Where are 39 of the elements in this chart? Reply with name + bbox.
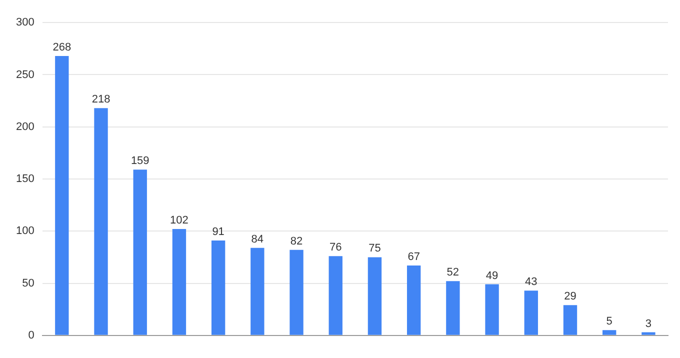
data-label: 91 [212, 226, 224, 238]
data-label: 5 [606, 316, 612, 328]
y-tick-label: 150 [16, 173, 34, 186]
data-label: 82 [290, 235, 303, 248]
bar [250, 248, 264, 335]
data-label: 159 [130, 155, 150, 168]
y-tick-label: 0 [28, 329, 34, 342]
bar [406, 266, 421, 335]
bar [524, 290, 538, 335]
bar [485, 284, 499, 335]
data-label: 43 [525, 276, 538, 288]
bar [94, 108, 108, 335]
bar [563, 305, 578, 335]
y-tick-label: 200 [16, 120, 34, 133]
bar [446, 281, 460, 335]
bar [55, 56, 69, 335]
bar [642, 332, 656, 335]
bar [133, 170, 147, 335]
y-tick-label: 50 [22, 277, 34, 290]
data-label: 52 [446, 266, 460, 279]
data-label: 67 [408, 251, 420, 264]
data-label: 268 [52, 41, 72, 54]
data-label: 29 [564, 290, 576, 303]
bar [211, 240, 226, 335]
y-tick-label: 250 [16, 68, 34, 81]
data-label: 102 [170, 214, 188, 227]
bar [172, 229, 186, 335]
bar [328, 256, 342, 335]
data-label: 218 [92, 94, 110, 106]
bar [602, 330, 616, 335]
y-tick-label: 100 [16, 225, 34, 238]
data-label: 84 [251, 233, 264, 246]
data-label: 3 [645, 318, 652, 330]
bar [368, 257, 382, 335]
data-label: 76 [330, 242, 342, 254]
data-label: 75 [368, 242, 381, 255]
bar [290, 250, 304, 335]
data-label: 49 [486, 270, 498, 282]
y-tick-label: 300 [16, 16, 34, 29]
